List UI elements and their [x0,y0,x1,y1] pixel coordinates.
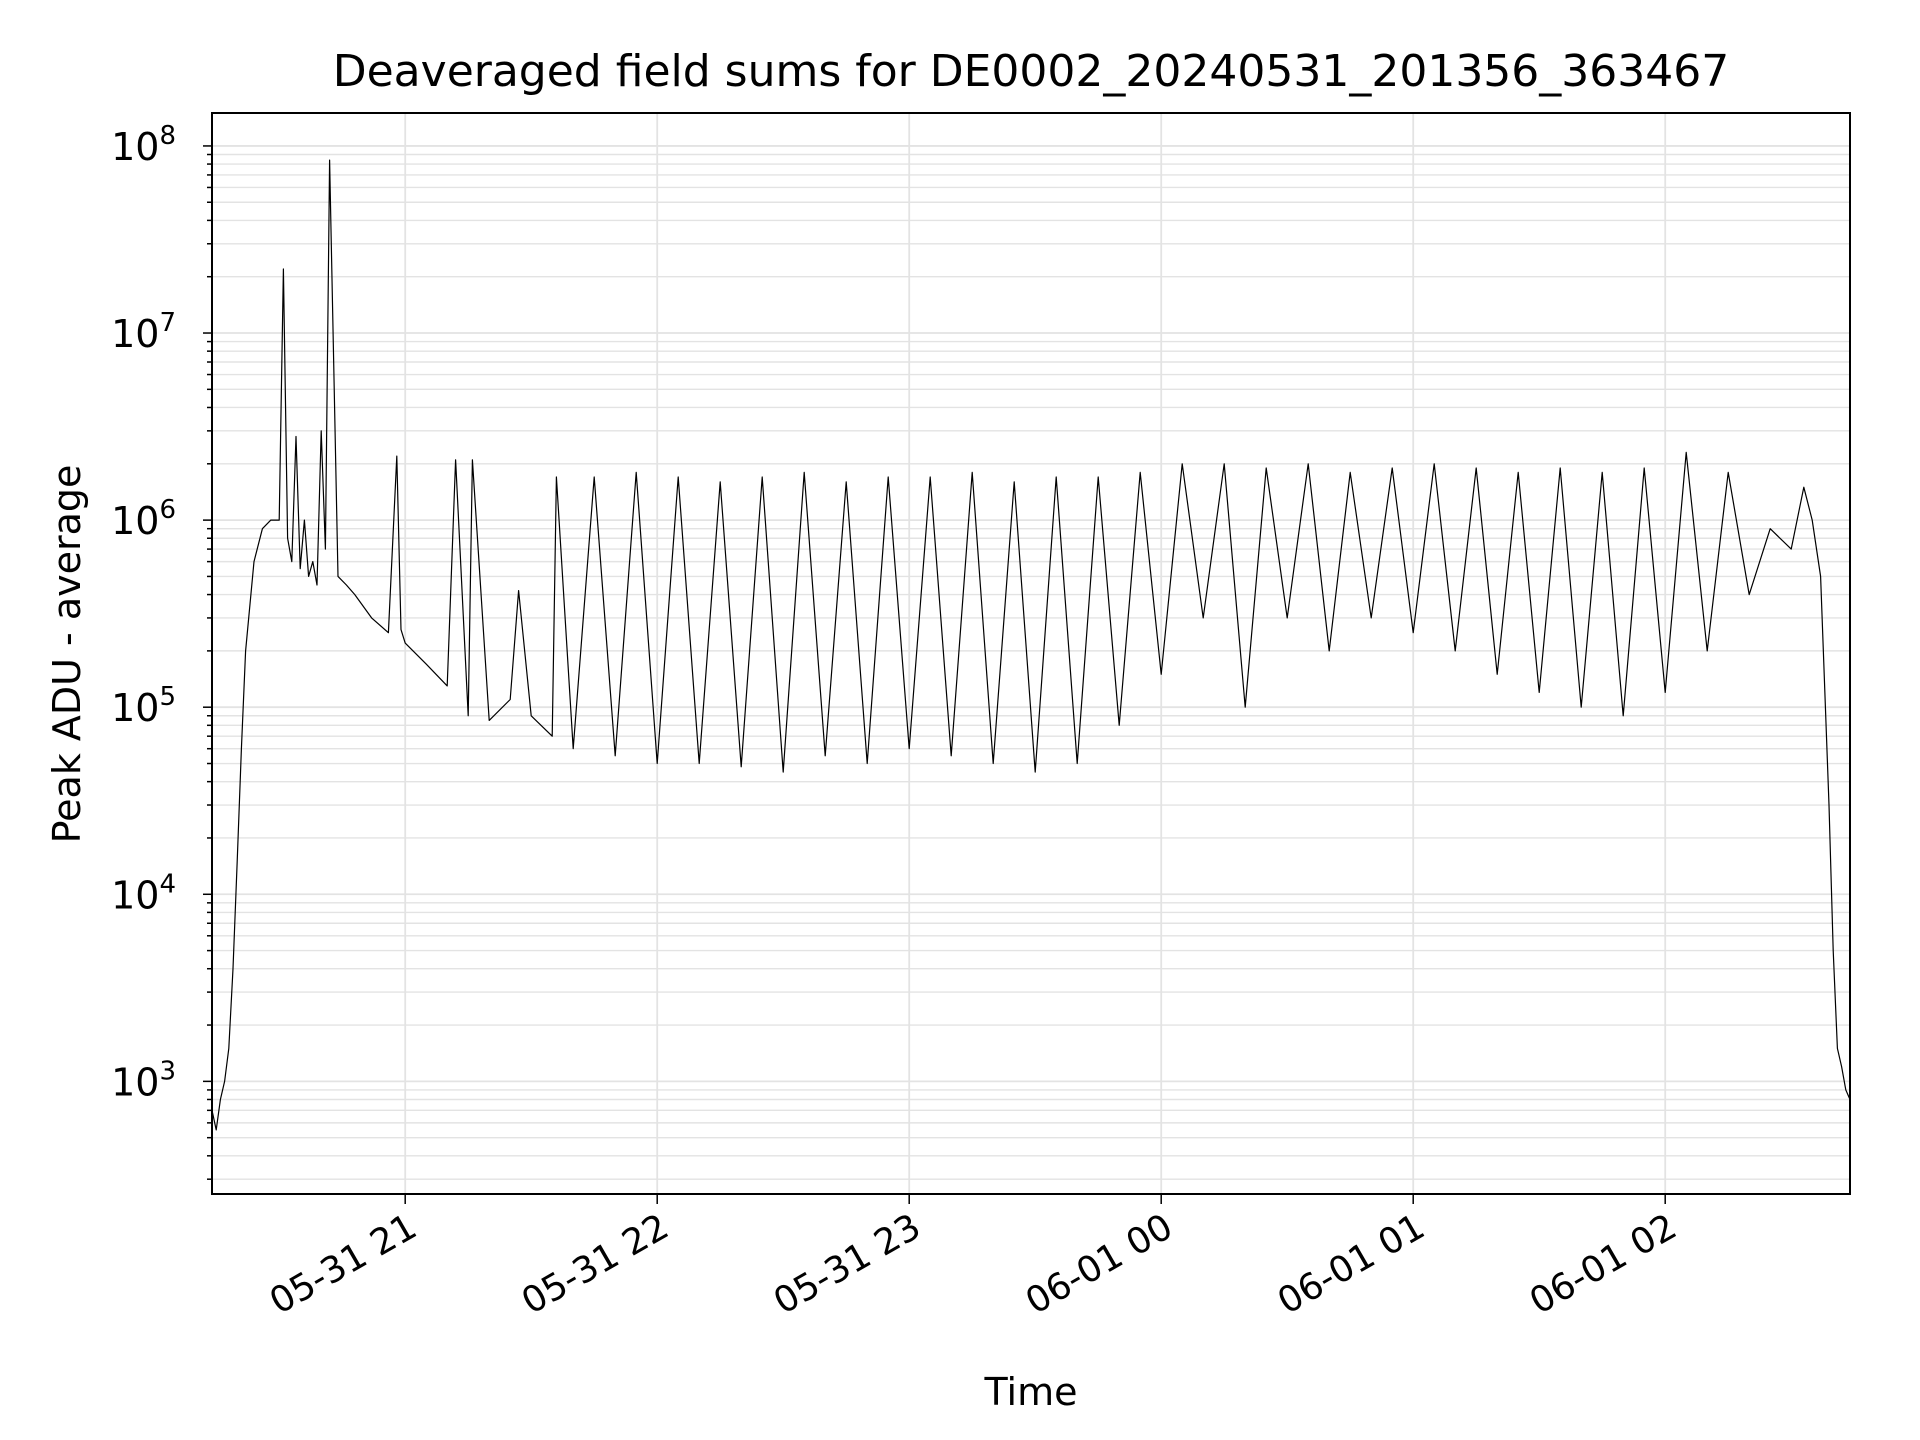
y-tick-exponent: 5 [159,682,176,712]
y-tick-exponent: 6 [159,495,176,525]
y-tick-label: 106 [111,495,176,543]
y-tick-exponent: 4 [159,869,176,899]
grid [212,113,1850,1194]
y-tick-label: 108 [111,121,176,169]
chart-title: Deaveraged field sums for DE0002_2024053… [333,46,1730,97]
y-tick-label: 107 [111,308,176,356]
axes-frame [211,112,1851,1195]
x-axis-label: Time [984,1370,1078,1414]
y-tick-label: 104 [111,869,176,917]
y-tick-exponent: 8 [159,121,176,151]
y-tick-base: 10 [111,1060,159,1104]
y-tick-label: 105 [111,682,176,730]
y-tick-base: 10 [111,312,159,356]
y-tick-base: 10 [111,686,159,730]
y-tick-exponent: 7 [159,308,176,338]
y-tick-label: 103 [111,1056,176,1104]
y-tick-exponent: 3 [159,1056,176,1086]
y-tick-base: 10 [111,873,159,917]
y-tick-base: 10 [111,125,159,169]
series-line [211,159,1851,1131]
y-tick-base: 10 [111,499,159,543]
y-axis-label: Peak ADU - average [45,465,89,844]
plot-area [211,159,1851,1131]
